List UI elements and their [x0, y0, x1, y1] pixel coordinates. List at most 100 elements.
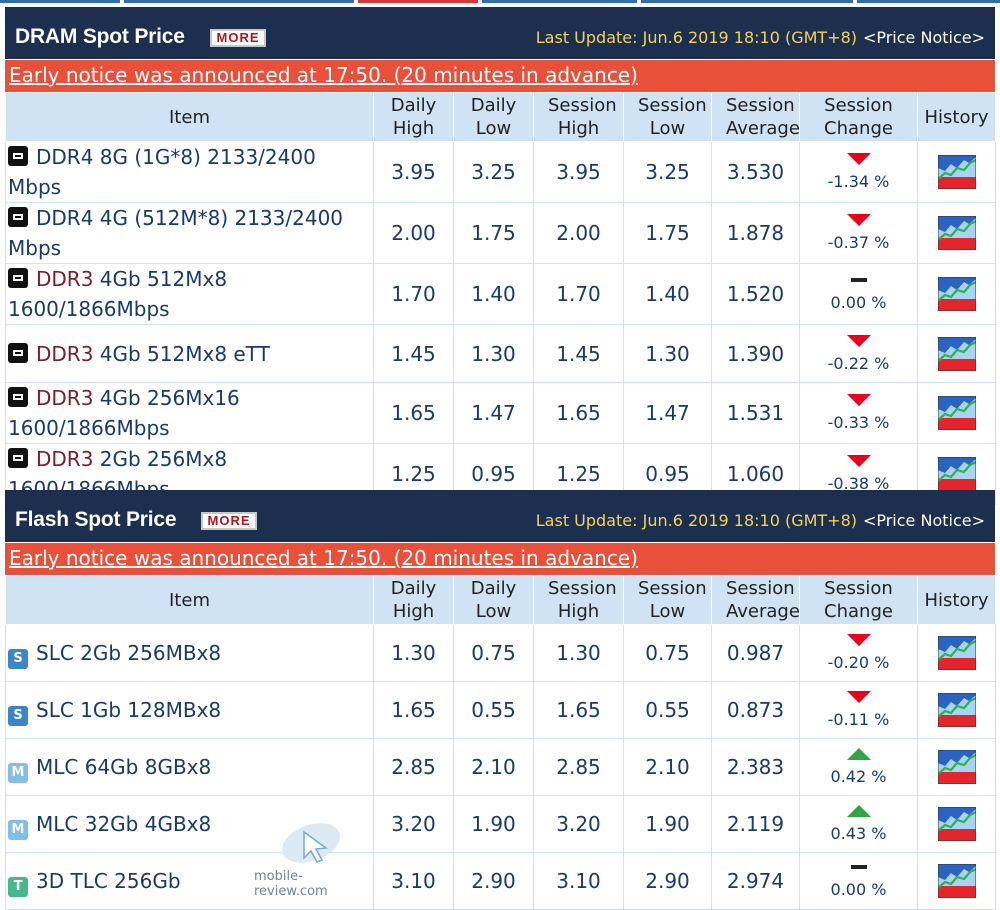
table-row[interactable]: M MLC 64Gb 8GBx8 2.85 2.10 2.85 2.10 2.383 0.42… — [5, 738, 996, 796]
session-change-value: 0.42 % — [830, 767, 887, 786]
session-average-cell: 0.873 — [711, 681, 800, 739]
history-cell — [917, 852, 996, 910]
session-change-cell: -0.37 % — [799, 202, 918, 264]
item-prefix[interactable]: DDR4 — [36, 206, 94, 230]
table-row[interactable]: M MLC 32Gb 4GBx8 3.20 1.90 3.20 1.90 2.119 0.43… — [5, 795, 996, 853]
item-name[interactable]: MLC 32Gb 4GBx8 — [36, 811, 212, 836]
dram-price-notice-link[interactable]: <Price Notice> — [862, 28, 985, 47]
session-low-cell: 2.90 — [623, 852, 712, 910]
item-cell: DDR4 4G (512M*8) 2133/2400 Mbps — [5, 202, 374, 264]
daily-low-cell: 3.25 — [453, 141, 534, 203]
daily-low-cell: 0.55 — [453, 681, 534, 739]
flash-table-header: Item Daily High Daily Low Session High Sessi… — [5, 575, 996, 625]
dram-col-header: Daily High — [373, 92, 454, 142]
watermark: mobile-review.com — [254, 818, 374, 899]
session-high-cell: 1.65 — [533, 681, 624, 739]
dram-chip-icon — [8, 448, 28, 468]
flash-early-notice-link[interactable]: Early notice was announced at 17:50. (20… — [5, 543, 995, 575]
table-row[interactable]: T 3D TLC 256Gb 3.10 2.90 3.10 2.90 2.974 0.00 % — [5, 852, 996, 910]
history-cell — [917, 795, 996, 853]
item-name[interactable]: 4G (512M*8) 2133/2400 Mbps — [8, 206, 344, 260]
table-row[interactable]: DDR4 8G (1G*8) 2133/2400 Mbps 3.95 3.25 3.9… — [5, 141, 996, 203]
top-nav-strip — [0, 0, 1000, 4]
daily-high-cell: 1.45 — [373, 324, 454, 383]
item-name[interactable]: 4Gb 256Mx16 1600/1866Mbps — [8, 386, 240, 440]
dram-chip-icon — [8, 146, 28, 166]
session-average-cell: 1.531 — [711, 382, 800, 444]
history-cell — [917, 263, 996, 325]
daily-high-cell: 2.85 — [373, 738, 454, 796]
history-chart-icon[interactable] — [937, 277, 976, 311]
daily-low-cell: 1.75 — [453, 202, 534, 264]
price-unchanged-dash-icon — [850, 278, 867, 282]
item-prefix[interactable]: DDR3 — [36, 267, 94, 291]
item-name[interactable]: SLC 1Gb 128MBx8 — [36, 697, 222, 722]
history-chart-icon[interactable] — [937, 155, 976, 189]
history-chart-icon[interactable] — [937, 457, 976, 491]
item-prefix[interactable]: DDR3 — [36, 341, 94, 366]
table-row[interactable]: S SLC 2Gb 256MBx8 1.30 0.75 1.30 0.75 0.987 -0.… — [5, 624, 996, 682]
item-prefix[interactable]: DDR3 — [36, 447, 94, 471]
history-chart-icon[interactable] — [937, 636, 976, 670]
session-change-cell: 0.00 % — [799, 263, 918, 325]
daily-high-cell: 1.65 — [373, 382, 454, 444]
item-cell: M MLC 64Gb 8GBx8 — [5, 738, 374, 796]
flash-col-header: History — [917, 575, 996, 625]
history-chart-icon[interactable] — [937, 864, 976, 898]
dram-col-header: History — [917, 92, 996, 142]
dram-early-notice-link[interactable]: Early notice was announced at 17:50. (20… — [5, 60, 995, 92]
session-high-cell: 3.10 — [533, 852, 624, 910]
item-cell: S SLC 1Gb 128MBx8 — [5, 681, 374, 739]
flash-last-update: Last Update: Jun.6 2019 18:10 (GMT+8) — [535, 511, 857, 530]
history-chart-icon[interactable] — [937, 750, 976, 784]
item-prefix[interactable]: DDR4 — [36, 145, 94, 169]
daily-low-cell: 0.75 — [453, 624, 534, 682]
flash-price-notice-link[interactable]: <Price Notice> — [862, 511, 985, 530]
dram-chip-icon — [8, 387, 28, 407]
flash-more-button[interactable]: MORE — [201, 512, 257, 530]
flash-header: Flash Spot Price MORE Last Update: Jun.6… — [5, 490, 995, 543]
table-row[interactable]: DDR3 4Gb 512Mx8 1600/1866Mbps 1.70 1.40 1.7… — [5, 263, 996, 325]
session-change-cell: 0.00 % — [799, 852, 918, 910]
session-change-value: -0.20 % — [827, 653, 890, 672]
item-name[interactable]: SLC 2Gb 256MBx8 — [36, 640, 222, 665]
item-name[interactable]: 4Gb 512Mx8 1600/1866Mbps — [8, 267, 228, 321]
item-name[interactable]: 4Gb 512Mx8 eTT — [93, 341, 270, 366]
table-row[interactable]: S SLC 1Gb 128MBx8 1.65 0.55 1.65 0.55 0.873 -0.… — [5, 681, 996, 739]
session-change-value: -0.22 % — [827, 353, 890, 373]
session-change-cell: -0.11 % — [799, 681, 918, 739]
daily-high-cell: 2.00 — [373, 202, 454, 264]
history-chart-icon[interactable] — [937, 396, 976, 430]
session-change-cell: -0.33 % — [799, 382, 918, 444]
history-chart-icon[interactable] — [937, 807, 976, 841]
table-row[interactable]: DDR4 4G (512M*8) 2133/2400 Mbps 2.00 1.75 2… — [5, 202, 996, 264]
history-chart-icon[interactable] — [937, 216, 976, 250]
session-change-value: 0.00 % — [830, 880, 887, 899]
history-chart-icon[interactable] — [937, 336, 976, 371]
session-low-cell: 1.90 — [623, 795, 712, 853]
session-low-cell: 0.75 — [623, 624, 712, 682]
flash-title: Flash Spot Price — [15, 508, 177, 531]
session-change-cell: -1.34 % — [799, 141, 918, 203]
table-row[interactable]: DDR3 4Gb 512Mx8 eTT 1.45 1.30 1.45 1.30 1.390… — [5, 324, 996, 383]
table-row[interactable]: DDR3 4Gb 256Mx16 1600/1866Mbps 1.65 1.47 1.… — [5, 382, 996, 444]
history-chart-icon[interactable] — [937, 693, 976, 727]
item-cell: DDR3 4Gb 256Mx16 1600/1866Mbps — [5, 382, 374, 444]
history-cell — [917, 382, 996, 444]
watermark-text: mobile-review.com — [254, 869, 328, 899]
history-cell — [917, 738, 996, 796]
session-low-cell: 1.47 — [623, 382, 712, 444]
item-name[interactable]: 3D TLC 256Gb — [36, 868, 181, 893]
session-high-cell: 1.70 — [533, 263, 624, 325]
session-change-cell: 0.43 % — [799, 795, 918, 853]
price-unchanged-dash-icon — [850, 865, 867, 869]
dram-price-table: Item Daily High Daily Low Session High Sessi… — [5, 92, 996, 505]
dram-col-header: Session Change — [799, 92, 918, 142]
item-name[interactable]: MLC 64Gb 8GBx8 — [36, 754, 212, 779]
item-prefix[interactable]: DDR3 — [36, 386, 94, 410]
dram-chip-icon — [8, 207, 28, 227]
session-change-value: 0.43 % — [830, 824, 887, 843]
dram-more-button[interactable]: MORE — [210, 29, 266, 47]
item-name[interactable]: 8G (1G*8) 2133/2400 Mbps — [8, 145, 316, 199]
flash-col-header: Item — [5, 575, 374, 625]
